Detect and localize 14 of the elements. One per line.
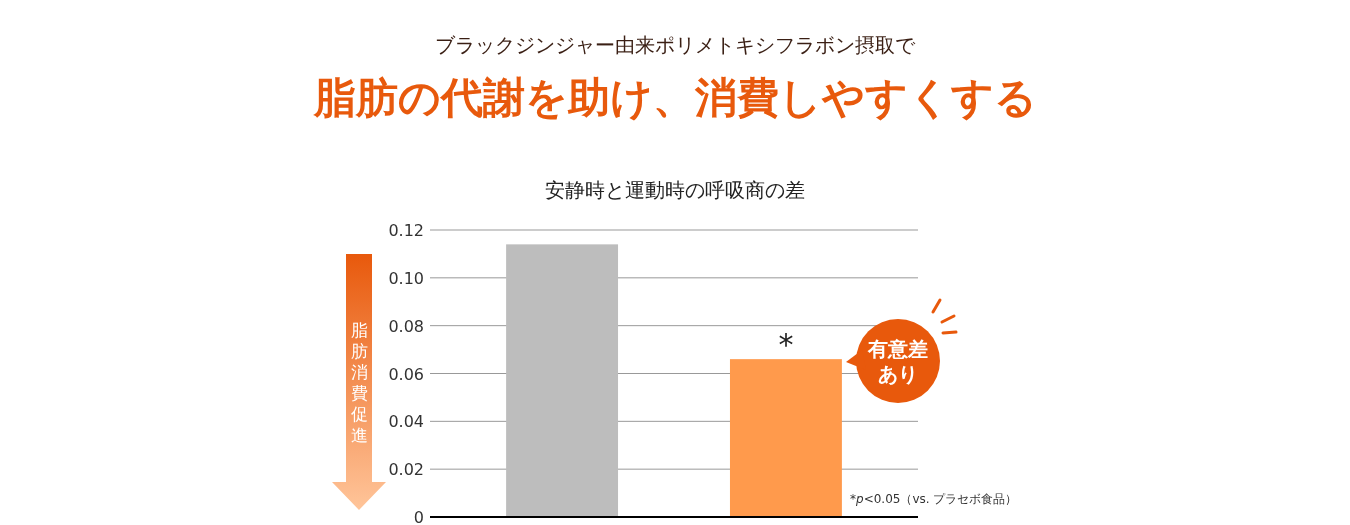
y-tick-label: 0.08 [388,316,424,336]
y-tick-label: 0.02 [388,460,424,480]
annotation: 有意差あり [867,337,928,386]
y-tick-label: 0.06 [388,364,424,384]
y-tick-label: 0 [413,508,424,525]
chart-subtitle: ブラックジンジャー由来ポリメトキシフラボン摂取で [435,33,916,57]
y-tick-label: 0.10 [388,268,424,288]
y-tick-label: 0.04 [388,412,424,432]
y-tick-label: 0.12 [388,221,424,240]
chart-title: 脂肪の代謝を助け、消費しやすくする [312,73,1037,122]
annotation: *p<0.05（vs. プラセボ食品） [850,492,1018,506]
annotation: * [778,327,794,363]
y-axis-title: 脂肪消費促進 [350,320,368,445]
x-axis-title: 安静時と運動時の呼吸商の差 [545,178,805,202]
